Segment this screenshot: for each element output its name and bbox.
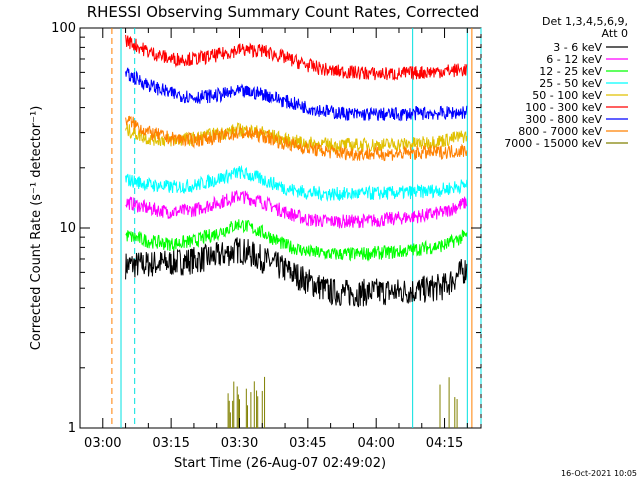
legend-entry-label: 3 - 6 keV <box>553 41 602 54</box>
y-tick-label: 10 <box>59 221 76 236</box>
footer-timestamp: 16-Oct-2021 10:05 <box>561 469 637 478</box>
legend-entry-label: 12 - 25 keV <box>539 65 602 78</box>
x-axis-label: Start Time (26-Aug-07 02:49:02) <box>174 456 386 471</box>
series-0 <box>125 237 468 308</box>
legend-entry-label: 300 - 800 keV <box>525 113 602 126</box>
series-line <box>125 237 468 308</box>
series-line <box>125 164 468 203</box>
legend-entry-label: 100 - 300 keV <box>525 101 602 114</box>
legend-entry-label: 6 - 12 keV <box>546 53 602 66</box>
legend-entry-label: 50 - 100 keV <box>532 89 602 102</box>
legend-entry-label: 25 - 50 keV <box>539 77 602 90</box>
series-line <box>125 67 468 122</box>
x-axis-ticks: 03:00 03:15 03:30 03:45 04:00 04:15 <box>79 28 468 451</box>
series-line <box>125 190 468 229</box>
x-tick-label: 03:30 <box>221 436 258 451</box>
legend-header-line-2: Att 0 <box>602 27 628 40</box>
series-line <box>125 122 468 154</box>
x-tick-label: 03:45 <box>289 436 326 451</box>
series-line <box>125 219 468 262</box>
legend-entry-label: 800 - 7000 keV <box>518 125 602 138</box>
series-line <box>125 115 468 162</box>
series-4 <box>125 122 468 154</box>
series-7 <box>125 115 468 162</box>
y-axis-label: Corrected Count Rate (s⁻¹ detector⁻¹) <box>29 106 44 351</box>
legend-header-line-1: Det 1,3,4,5,6,9, <box>542 15 628 28</box>
series-8 <box>227 376 458 428</box>
series-6 <box>125 67 468 122</box>
plot-frame <box>79 27 482 429</box>
series-5 <box>125 34 468 81</box>
x-tick-label: 03:15 <box>152 436 189 451</box>
series-line <box>125 34 468 81</box>
series-1 <box>125 190 468 229</box>
x-tick-label: 04:15 <box>426 436 463 451</box>
y-axis-ticks: 1 10 100 <box>51 21 481 436</box>
x-tick-label: 03:00 <box>84 436 121 451</box>
y-tick-label: 100 <box>51 21 76 36</box>
y-tick-label: 1 <box>68 421 76 436</box>
chart-title: RHESSI Observing Summary Count Rates, Co… <box>87 3 480 21</box>
series-3 <box>125 164 468 203</box>
series-layer <box>125 34 468 428</box>
x-tick-label: 04:00 <box>357 436 394 451</box>
legend-entry-label: 7000 - 15000 keV <box>504 137 602 150</box>
series-2 <box>125 219 468 262</box>
